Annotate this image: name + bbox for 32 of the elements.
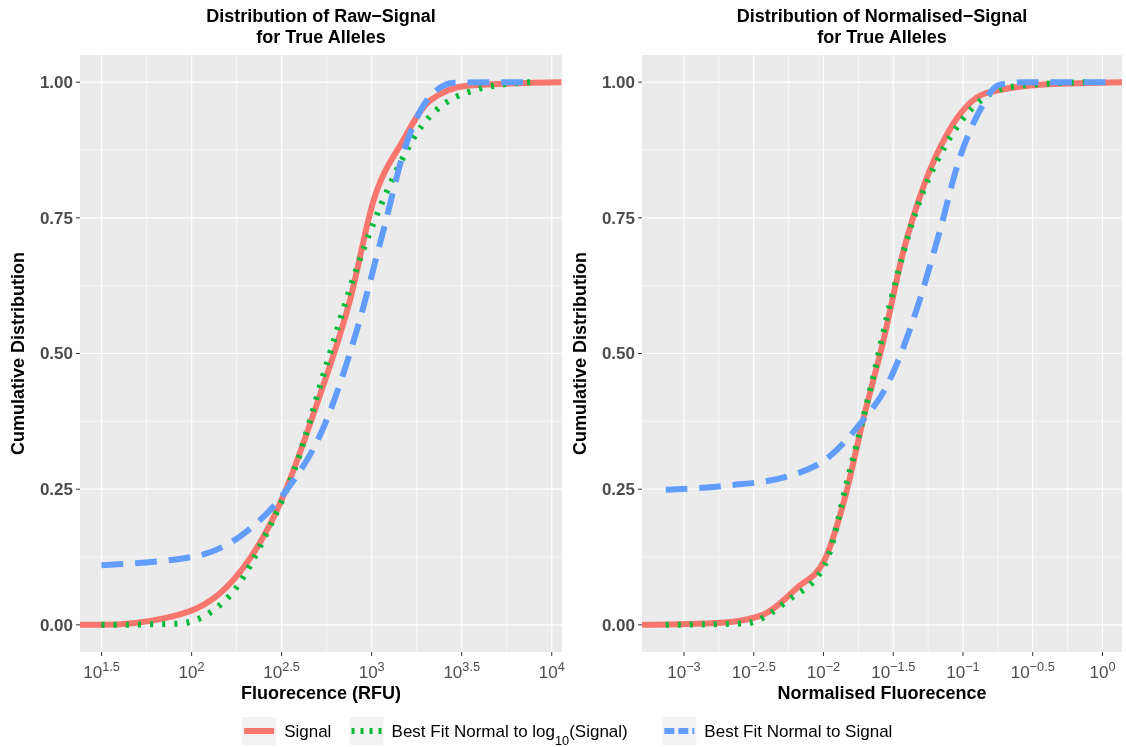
y-axis-title: Cumulative Distribution [570, 251, 590, 456]
chart-title: Distribution of Raw−Signal for True Alleles [206, 6, 436, 47]
x-axis-title: Normalised Fluorecence [777, 683, 987, 703]
x-tick-label: 10$^{−3}$ [667, 658, 701, 682]
x-tick-label: 10$^{−1}$ [946, 658, 980, 682]
x-tick-label: 10$^{0}$ [1089, 658, 1116, 682]
y-tick-label: 0.75 [601, 208, 635, 228]
x-tick-label: 10$^{1.5}$ [83, 658, 120, 682]
y-tick-label: 0.50 [39, 344, 73, 364]
legend-label: Signal [284, 721, 332, 741]
x-tick-label: 10$^{−1.5}$ [871, 658, 916, 682]
x-tick-label: 10$^{−2.5}$ [731, 658, 776, 682]
y-tick-label: 0.75 [39, 208, 73, 228]
y-tick-label: 1.00 [601, 73, 635, 93]
y-tick-label: 0.50 [601, 344, 635, 364]
y-tick-label: 1.00 [39, 73, 73, 93]
x-tick-label: 10$^{−0.5}$ [1010, 658, 1055, 682]
x-tick-label: 10$^{4}$ [538, 658, 565, 682]
x-tick-label: 10$^{2}$ [178, 658, 205, 682]
y-tick-label: 0.25 [601, 480, 635, 500]
y-tick-label: 0.00 [39, 615, 73, 635]
y-axis-title: Cumulative Distribution [8, 251, 28, 456]
x-tick-label: 10$^{3}$ [358, 658, 385, 682]
x-tick-label: 10$^{3.5}$ [443, 658, 481, 682]
legend-label: Best Fit Normal to Signal [704, 721, 893, 741]
y-tick-label: 0.00 [601, 615, 635, 635]
x-tick-label: 10$^{2.5}$ [263, 658, 300, 682]
y-tick-label: 0.25 [39, 480, 73, 500]
x-tick-label: 10$^{−2}$ [806, 658, 841, 682]
chart-title: Distribution of Normalised−Signal for True Alleles [736, 6, 1028, 47]
x-axis-title: Fluorecence (RFU) [240, 683, 402, 703]
legend-label: Best Fit Normal to log$_{10}$(Signal) [391, 721, 628, 747]
